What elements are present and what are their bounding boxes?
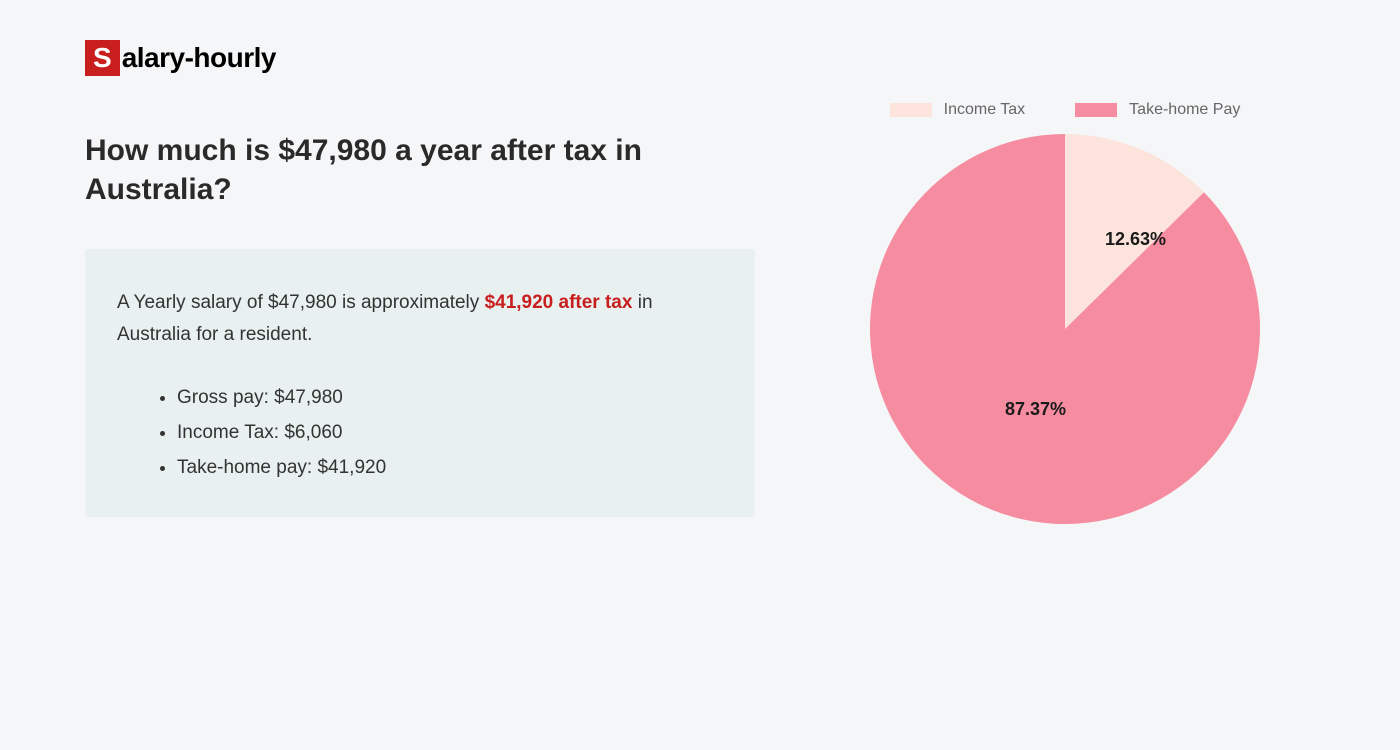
chart-legend: Income Tax Take-home Pay bbox=[835, 101, 1295, 119]
info-text-before: A Yearly salary of $47,980 is approximat… bbox=[117, 292, 485, 313]
breakdown-takehome: Take-home pay: $41,920 bbox=[177, 450, 723, 485]
logo-text: alary-hourly bbox=[122, 42, 276, 74]
breakdown-gross: Gross pay: $47,980 bbox=[177, 380, 723, 415]
breakdown-tax: Income Tax: $6,060 bbox=[177, 415, 723, 450]
info-box: A Yearly salary of $47,980 is approximat… bbox=[85, 249, 755, 517]
logo: S alary-hourly bbox=[85, 40, 1315, 76]
legend-item-takehome: Take-home Pay bbox=[1075, 101, 1240, 119]
legend-swatch-takehome bbox=[1075, 103, 1117, 117]
info-text: A Yearly salary of $47,980 is approximat… bbox=[117, 287, 723, 352]
logo-s-badge: S bbox=[85, 40, 120, 76]
legend-item-tax: Income Tax bbox=[890, 101, 1026, 119]
breakdown-list: Gross pay: $47,980 Income Tax: $6,060 Ta… bbox=[117, 380, 723, 485]
page-heading: How much is $47,980 a year after tax in … bbox=[85, 131, 755, 209]
info-highlight: $41,920 after tax bbox=[485, 292, 633, 313]
chart-section: Income Tax Take-home Pay 12.63% 87.37% bbox=[835, 131, 1295, 524]
pie-label-tax: 12.63% bbox=[1105, 229, 1166, 250]
content-wrapper: How much is $47,980 a year after tax in … bbox=[85, 131, 1315, 524]
legend-label-takehome: Take-home Pay bbox=[1129, 101, 1240, 119]
pie-svg bbox=[870, 134, 1260, 524]
left-content: How much is $47,980 a year after tax in … bbox=[85, 131, 755, 524]
pie-chart: 12.63% 87.37% bbox=[870, 134, 1260, 524]
legend-label-tax: Income Tax bbox=[944, 101, 1026, 119]
legend-swatch-tax bbox=[890, 103, 932, 117]
pie-label-takehome: 87.37% bbox=[1005, 399, 1066, 420]
